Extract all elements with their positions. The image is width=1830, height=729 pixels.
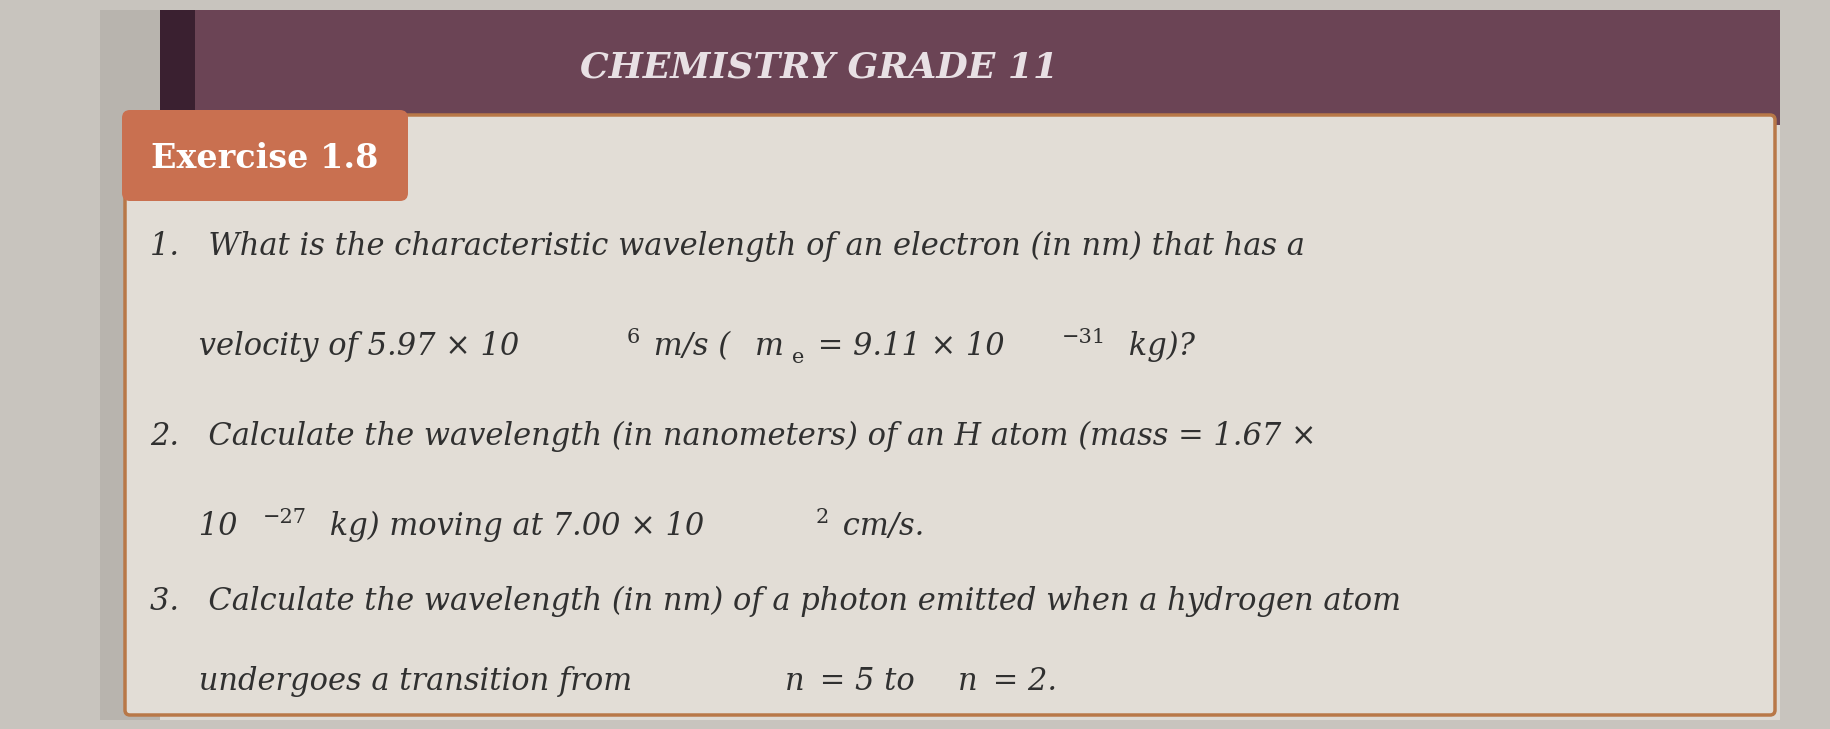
Text: 6: 6 — [626, 328, 639, 347]
FancyBboxPatch shape — [159, 10, 194, 125]
Text: cm/s.: cm/s. — [833, 511, 924, 542]
Text: kg)?: kg)? — [1118, 331, 1193, 362]
Polygon shape — [159, 10, 1779, 125]
FancyBboxPatch shape — [101, 10, 1779, 720]
Text: = 5 to: = 5 to — [809, 666, 924, 697]
Text: m: m — [754, 331, 783, 362]
Text: 3.   Calculate the wavelength (in nm) of a photon emitted when a hydrogen atom: 3. Calculate the wavelength (in nm) of a… — [150, 586, 1400, 617]
FancyBboxPatch shape — [101, 10, 159, 720]
Polygon shape — [159, 10, 1779, 125]
Text: −27: −27 — [264, 508, 307, 527]
FancyBboxPatch shape — [124, 115, 1773, 715]
Text: n: n — [957, 666, 977, 697]
Text: 1.   What is the characteristic wavelength of an electron (in nm) that has a: 1. What is the characteristic wavelength… — [150, 231, 1305, 262]
Text: kg) moving at 7.00 × 10: kg) moving at 7.00 × 10 — [320, 511, 703, 542]
Text: m/s (: m/s ( — [642, 331, 730, 362]
Text: = 9.11 × 10: = 9.11 × 10 — [807, 331, 1005, 362]
Text: Exercise 1.8: Exercise 1.8 — [152, 141, 379, 174]
Text: 2.   Calculate the wavelength (in nanometers) of an H atom (mass = 1.67 ×: 2. Calculate the wavelength (in nanomete… — [150, 421, 1316, 452]
Text: = 2.: = 2. — [983, 666, 1056, 697]
Text: velocity of 5.97 × 10: velocity of 5.97 × 10 — [150, 331, 520, 362]
Text: −31: −31 — [1061, 328, 1105, 347]
Text: e: e — [792, 348, 803, 367]
Text: CHEMISTRY GRADE 11: CHEMISTRY GRADE 11 — [580, 50, 1058, 84]
Text: undergoes a transition from: undergoes a transition from — [150, 666, 642, 697]
FancyBboxPatch shape — [123, 110, 408, 201]
Text: 10: 10 — [150, 511, 238, 542]
Text: n: n — [785, 666, 803, 697]
Text: 2: 2 — [814, 508, 829, 527]
